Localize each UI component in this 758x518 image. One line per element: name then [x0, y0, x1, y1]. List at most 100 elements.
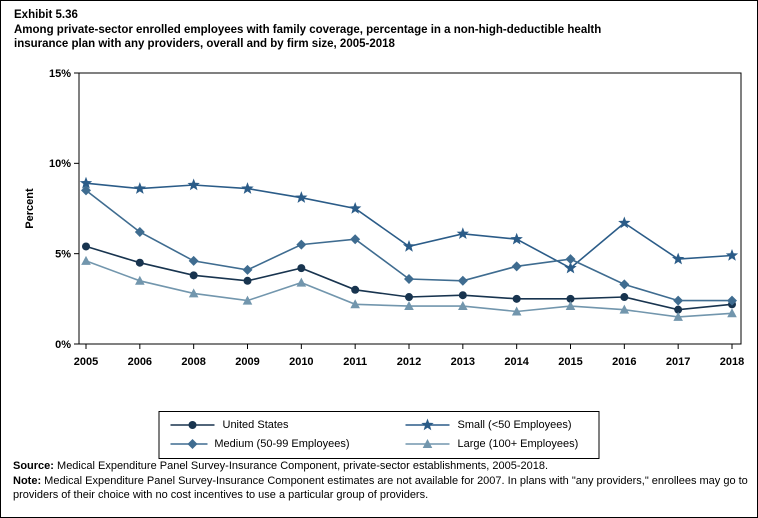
x-tick-label: 2014: [504, 356, 529, 368]
source-text: Medical Expenditure Panel Survey-Insuran…: [53, 460, 549, 472]
data-point-small-50-employees-2008: [187, 178, 200, 191]
legend-item-medium-50-99-employees: Medium (50-99 Employees): [170, 436, 350, 452]
data-point-medium-50-99-employees-2006: [134, 226, 145, 237]
data-point-medium-50-99-employees-2016: [619, 279, 630, 290]
circle-marker-icon: [170, 421, 215, 429]
data-point-united-states-2010: [297, 264, 306, 273]
legend-item-small-50-employees: Small (<50 Employees): [405, 417, 585, 433]
data-point-large-100-employees-2015: [565, 301, 576, 311]
y-tick-label: 5%: [55, 249, 71, 261]
legend-item-united-states: United States: [170, 417, 350, 433]
source-line: Source: Medical Expenditure Panel Survey…: [13, 459, 753, 473]
data-point-medium-50-99-employees-2018: [727, 295, 737, 306]
data-point-united-states-2017: [674, 305, 683, 314]
exhibit-title: Among private-sector enrolled employees …: [14, 23, 746, 51]
data-point-large-100-employees-2018: [727, 308, 737, 318]
data-point-united-states-2016: [620, 293, 629, 302]
data-point-medium-50-99-employees-2015: [565, 254, 576, 265]
legend-marker: [187, 439, 198, 449]
data-point-small-50-employees-2011: [348, 202, 362, 214]
diamond-marker-icon: [170, 439, 208, 449]
data-point-small-50-employees-2015: [564, 261, 577, 274]
data-point-medium-50-99-employees-2005: [81, 185, 91, 196]
data-point-united-states-2005: [82, 242, 90, 251]
note-label: Note:: [13, 475, 42, 487]
note-line: Note: Medical Expenditure Panel Survey-I…: [13, 474, 753, 502]
exhibit-number: Exhibit 5.36: [14, 9, 78, 21]
data-point-large-100-employees-2006: [135, 275, 145, 285]
plot-frame: [78, 72, 742, 345]
x-tick-label: 2006: [128, 356, 152, 368]
data-point-medium-50-99-employees-2011: [350, 234, 361, 245]
x-tick-label: 2010: [289, 356, 313, 368]
x-tick-label: 2012: [397, 356, 421, 368]
data-point-large-100-employees-2012: [404, 301, 414, 311]
chart-legend: United States Small (<50 Employees) Medium…: [158, 411, 600, 459]
data-point-united-states-2008: [189, 271, 198, 280]
data-point-large-100-employees-2009: [242, 295, 253, 305]
data-point-large-100-employees-2008: [188, 288, 199, 298]
data-point-medium-50-99-employees-2013: [457, 275, 468, 286]
y-tick-label: 15%: [49, 68, 71, 80]
data-point-united-states-2014: [512, 294, 521, 303]
data-point-small-50-employees-2017: [671, 252, 685, 265]
data-point-medium-50-99-employees-2012: [404, 273, 414, 284]
data-point-small-50-employees-2006: [133, 182, 147, 194]
x-tick-label: 2017: [666, 356, 690, 368]
data-point-medium-50-99-employees-2008: [188, 255, 199, 266]
data-point-medium-50-99-employees-2017: [673, 295, 684, 306]
data-point-small-50-employees-2009: [241, 182, 254, 194]
data-point-united-states-2011: [351, 285, 360, 294]
data-point-small-50-employees-2010: [295, 191, 308, 203]
triangle-marker-icon: [405, 439, 450, 448]
x-tick-label: 2005: [74, 356, 98, 368]
title-block: Exhibit 5.36 Among private-sector enroll…: [14, 9, 746, 51]
data-point-united-states-2006: [135, 258, 144, 267]
x-tick-label: 2011: [343, 356, 367, 368]
x-tick-label: 2013: [451, 356, 475, 368]
data-point-large-100-employees-2014: [511, 306, 522, 316]
x-tick-label: 2015: [558, 356, 582, 368]
data-point-small-50-employees-2018: [725, 248, 739, 261]
data-point-medium-50-99-employees-2010: [296, 239, 307, 250]
data-point-small-50-employees-2014: [510, 232, 523, 245]
source-label: Source:: [13, 460, 54, 472]
y-tick-label: 10%: [49, 158, 71, 170]
y-tick-label: 0%: [55, 339, 71, 351]
data-point-large-100-employees-2017: [673, 311, 683, 321]
data-point-small-50-employees-2016: [618, 216, 631, 229]
legend-marker: [422, 439, 433, 448]
legend-label: Large (100+ Employees): [457, 438, 579, 450]
exhibit-title-line2: insurance plan with any providers, overa…: [14, 38, 395, 50]
data-point-united-states-2015: [566, 294, 575, 303]
legend-marker: [421, 418, 434, 431]
data-point-united-states-2009: [243, 276, 252, 285]
data-point-small-50-employees-2012: [402, 239, 416, 252]
data-point-small-50-employees-2005: [79, 176, 93, 189]
x-tick-label: 2016: [612, 356, 636, 368]
exhibit-title-line1: Among private-sector enrolled employees …: [14, 24, 602, 36]
data-point-large-100-employees-2013: [458, 301, 468, 311]
data-point-united-states-2012: [405, 293, 413, 302]
data-point-united-states-2013: [458, 291, 467, 300]
legend-label: Small (<50 Employees): [457, 419, 572, 431]
data-point-large-100-employees-2016: [619, 304, 630, 314]
line-chart: 0% 5% 10% 15% Percent 2005 2006 2008 2009 2010 201…: [24, 68, 744, 368]
star-marker-icon: [405, 418, 450, 431]
note-text: Medical Expenditure Panel Survey-Insuran…: [13, 475, 748, 501]
x-tick-label: 2018: [720, 356, 744, 368]
footer-notes: Source: Medical Expenditure Panel Survey…: [13, 459, 753, 503]
data-point-large-100-employees-2011: [350, 299, 360, 309]
legend-marker: [188, 421, 197, 429]
x-tick-label: 2009: [235, 356, 259, 368]
data-point-small-50-employees-2013: [456, 227, 470, 240]
data-point-medium-50-99-employees-2014: [511, 261, 522, 272]
legend-label: United States: [222, 419, 289, 431]
data-point-medium-50-99-employees-2009: [242, 264, 253, 275]
data-point-large-100-employees-2005: [81, 255, 91, 265]
data-point-large-100-employees-2010: [296, 277, 307, 287]
legend-item-large-100-employees: Large (100+ Employees): [405, 436, 585, 452]
legend-label: Medium (50-99 Employees): [214, 438, 350, 450]
y-axis-label: Percent: [24, 188, 36, 229]
